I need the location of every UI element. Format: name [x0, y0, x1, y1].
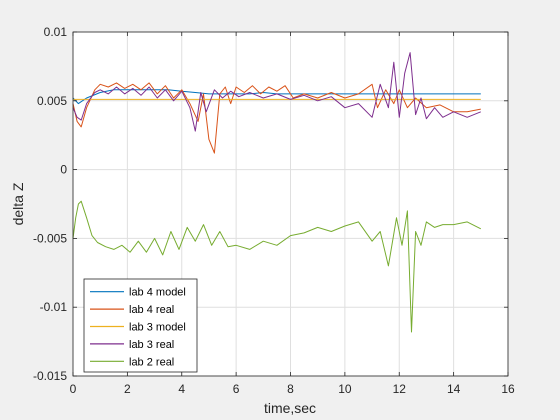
y-tick-label: -0.005 [33, 231, 67, 245]
series-lines [72, 52, 482, 333]
series-line-lab-2-real [72, 200, 482, 333]
legend-entry: lab 4 model [129, 287, 186, 299]
y-axis-label: delta Z [10, 182, 26, 225]
axis-ticks: 0 2 4 6 8 10 12 14 16 -0.015 -0.01 -0.005 0 0.005 0.01 [33, 25, 515, 396]
legend: lab 4 model lab 4 real lab 3 model lab 3 re… [83, 278, 198, 373]
x-tick-label: 0 [70, 382, 77, 396]
legend-entry: lab 3 real [129, 339, 174, 351]
series-line-lab-4-real [72, 82, 481, 154]
x-tick-label: 14 [447, 382, 461, 396]
legend-entry: lab 3 model [129, 322, 186, 334]
x-tick-label: 10 [338, 382, 352, 396]
y-tick-label: -0.01 [40, 300, 68, 314]
x-tick-label: 2 [124, 382, 131, 396]
x-tick-label: 8 [287, 382, 294, 396]
y-tick-label: 0.01 [44, 25, 68, 39]
legend-entry: lab 2 real [129, 356, 174, 368]
y-tick-label: 0.005 [37, 94, 67, 108]
x-tick-label: 12 [393, 382, 407, 396]
series-line-lab-3-real [72, 52, 481, 132]
y-tick-label: 0 [60, 163, 67, 177]
x-axis-label: time,sec [264, 400, 316, 416]
x-tick-label: 6 [233, 382, 240, 396]
x-tick-label: 16 [501, 382, 515, 396]
y-tick-label: -0.015 [33, 369, 67, 383]
legend-entry: lab 4 real [129, 304, 174, 316]
legend-box [83, 278, 198, 373]
x-tick-label: 4 [178, 382, 185, 396]
